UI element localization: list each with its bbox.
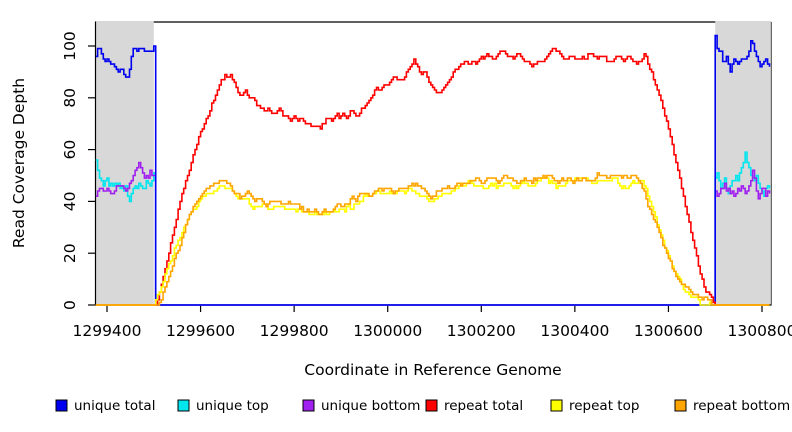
legend-swatch	[177, 399, 190, 412]
legend-label: repeat bottom	[693, 398, 790, 414]
series-line-unique-bottom	[95, 161, 771, 306]
shaded-genome-regions	[95, 21, 771, 305]
shaded-region	[95, 21, 154, 305]
x-tick-label: 1299800	[260, 322, 329, 340]
x-axis-title: Coordinate in Reference Genome	[304, 361, 561, 379]
series-line-unique-top	[95, 151, 771, 306]
y-tick-label: 100	[61, 31, 79, 61]
legend-swatch	[425, 399, 438, 412]
y-tick-label: 0	[61, 300, 79, 310]
y-axis: 0 20 40 60 80 100	[61, 31, 95, 310]
legend-swatch	[55, 399, 68, 412]
legend-item-repeat-bottom: repeat bottom	[674, 398, 790, 414]
legend-label: unique top	[196, 398, 269, 414]
legend-swatch	[550, 399, 563, 412]
y-tick-label: 40	[61, 192, 79, 212]
legend-swatch	[302, 399, 315, 412]
y-tick-label: 20	[61, 243, 79, 263]
plot-box-axes-lines	[94, 21, 772, 306]
series-line-repeat-bottom	[95, 172, 770, 306]
legend-item-repeat-total: repeat total	[425, 398, 523, 414]
y-axis-title: Read Coverage Depth	[10, 78, 28, 248]
legend: unique total unique top unique bottom repea…	[55, 398, 790, 414]
legend-label: repeat total	[444, 398, 523, 414]
legend-item-unique-total: unique total	[55, 398, 155, 414]
x-tick-label: 1300200	[447, 322, 516, 340]
legend-item-unique-top: unique top	[177, 398, 269, 414]
y-tick-label: 60	[61, 140, 79, 160]
series-line-repeat-total	[95, 47, 770, 306]
x-tick-label: 1300800	[727, 322, 792, 340]
x-tick-label: 1300600	[634, 322, 703, 340]
x-tick-label: 1299400	[72, 322, 141, 340]
legend-label: repeat top	[569, 398, 639, 414]
legend-label: unique total	[74, 398, 155, 414]
legend-swatch	[674, 399, 687, 412]
series-line-unique-total	[95, 34, 771, 306]
x-tick-label: 1299600	[166, 322, 235, 340]
legend-item-repeat-top: repeat top	[550, 398, 639, 414]
series-lines	[95, 34, 771, 306]
series-line-repeat-top	[95, 177, 770, 306]
x-axis: 1299400 1299600 1299800 1300000 1300200 13004…	[72, 305, 792, 340]
legend-label: unique bottom	[321, 398, 420, 414]
y-tick-label: 80	[61, 88, 79, 108]
legend-item-unique-bottom: unique bottom	[302, 398, 420, 414]
x-tick-label: 1300000	[353, 322, 422, 340]
plot-box-underlay	[95, 21, 772, 305]
x-tick-label: 1300400	[540, 322, 609, 340]
